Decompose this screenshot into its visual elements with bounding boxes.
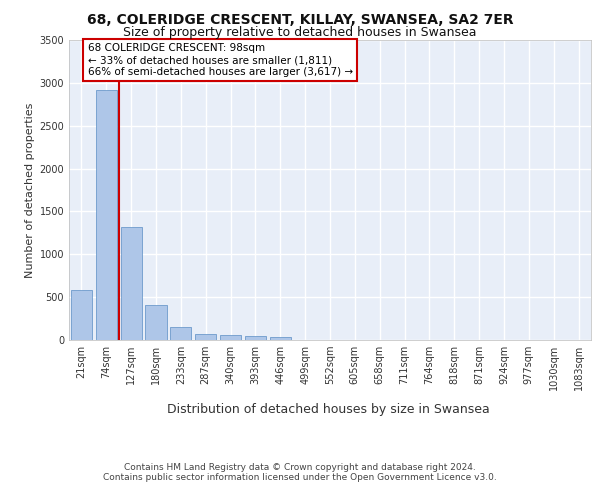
Bar (170, 326, 191, 340)
Bar (220, 336, 241, 340)
Bar (96, 90, 117, 340)
Bar (145, 305, 167, 340)
Bar (245, 336, 266, 340)
Text: Contains HM Land Registry data © Crown copyright and database right 2024.: Contains HM Land Registry data © Crown c… (124, 462, 476, 471)
Text: Distribution of detached houses by size in Swansea: Distribution of detached houses by size … (167, 402, 490, 415)
Text: Size of property relative to detached houses in Swansea: Size of property relative to detached ho… (123, 26, 477, 39)
Text: 68, COLERIDGE CRESCENT, KILLAY, SWANSEA, SA2 7ER: 68, COLERIDGE CRESCENT, KILLAY, SWANSEA,… (86, 12, 514, 26)
Text: 68 COLERIDGE CRESCENT: 98sqm
← 33% of detached houses are smaller (1,811)
66% of: 68 COLERIDGE CRESCENT: 98sqm ← 33% of de… (88, 44, 353, 76)
Text: Contains public sector information licensed under the Open Government Licence v3: Contains public sector information licen… (103, 472, 497, 482)
Bar (195, 334, 216, 340)
Bar (121, 227, 142, 340)
Bar (71, 290, 92, 340)
Bar (270, 337, 291, 340)
Y-axis label: Number of detached properties: Number of detached properties (25, 102, 35, 278)
